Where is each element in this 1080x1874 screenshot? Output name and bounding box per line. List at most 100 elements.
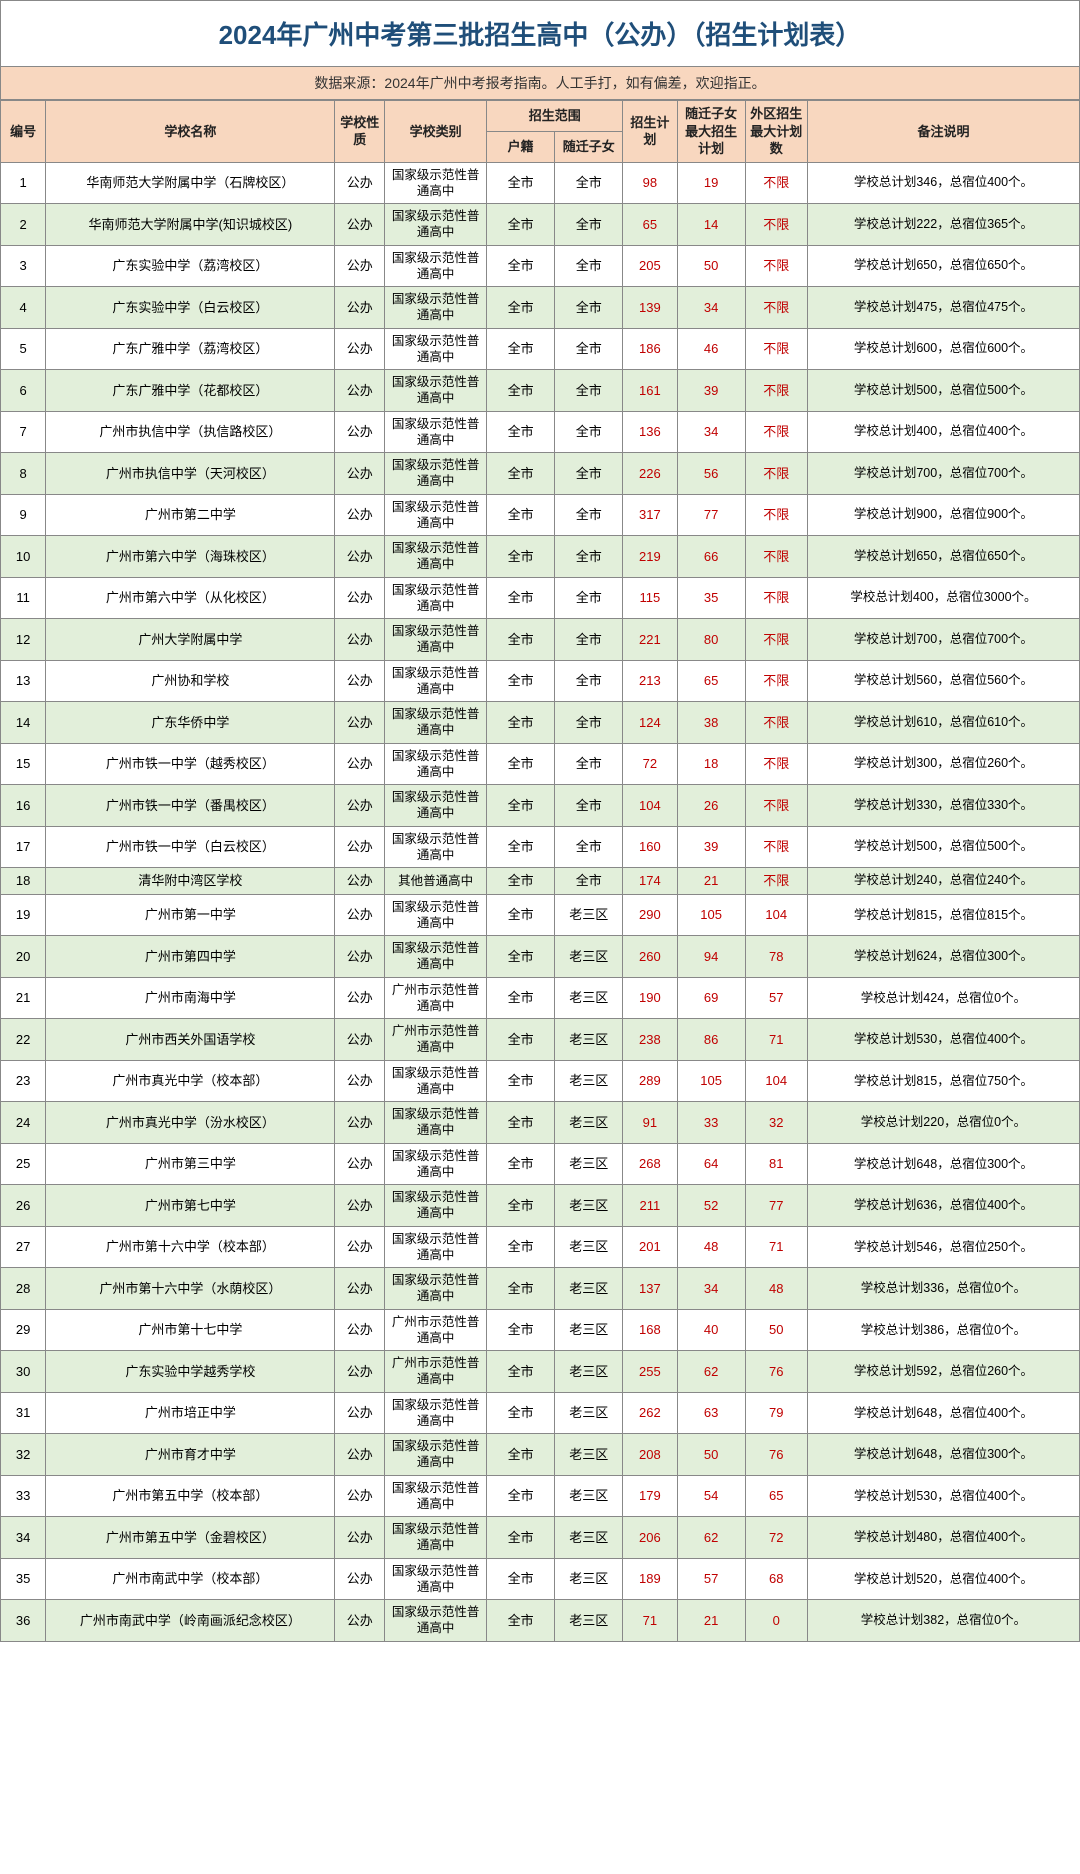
cell-scope-hj: 全市 xyxy=(487,1600,555,1642)
cell-type: 国家级示范性普通高中 xyxy=(385,1185,487,1227)
cell-wqmax: 104 xyxy=(745,894,807,936)
cell-id: 17 xyxy=(1,826,46,868)
cell-nature: 公办 xyxy=(335,370,385,412)
cell-scope-sq: 老三区 xyxy=(555,1558,623,1600)
cell-wqmax: 不限 xyxy=(745,411,807,453)
table-row: 31广州市培正中学公办国家级示范性普通高中全市老三区2626379学校总计划64… xyxy=(1,1392,1080,1434)
table-row: 21广州市南海中学公办广州市示范性普通高中全市老三区1906957学校总计划42… xyxy=(1,977,1080,1019)
cell-sqmax: 18 xyxy=(677,743,745,785)
cell-plan: 65 xyxy=(623,204,677,246)
cell-plan: 289 xyxy=(623,1060,677,1102)
cell-type: 国家级示范性普通高中 xyxy=(385,785,487,827)
cell-name: 广州市第六中学（从化校区） xyxy=(46,577,335,619)
table-header: 编号 学校名称 学校性质 学校类别 招生范围 招生计划 随迁子女最大招生计划 外… xyxy=(1,101,1080,163)
cell-plan: 268 xyxy=(623,1143,677,1185)
table-row: 36广州市南武中学（岭南画派纪念校区）公办国家级示范性普通高中全市老三区7121… xyxy=(1,1600,1080,1642)
cell-type: 国家级示范性普通高中 xyxy=(385,204,487,246)
cell-wqmax: 不限 xyxy=(745,204,807,246)
cell-sqmax: 62 xyxy=(677,1517,745,1559)
cell-name: 广州市真光中学（校本部） xyxy=(46,1060,335,1102)
cell-name: 广州市执信中学（天河校区） xyxy=(46,453,335,495)
cell-name: 广州市执信中学（执信路校区） xyxy=(46,411,335,453)
cell-note: 学校总计划546，总宿位250个。 xyxy=(807,1226,1079,1268)
cell-id: 2 xyxy=(1,204,46,246)
table-body: 1华南师范大学附属中学（石牌校区）公办国家级示范性普通高中全市全市9819不限学… xyxy=(1,162,1080,1641)
cell-scope-sq: 老三区 xyxy=(555,1102,623,1144)
cell-wqmax: 不限 xyxy=(745,536,807,578)
cell-note: 学校总计划648，总宿位300个。 xyxy=(807,1143,1079,1185)
th-scope-hj: 户籍 xyxy=(487,131,555,162)
cell-type: 广州市示范性普通高中 xyxy=(385,1351,487,1393)
cell-note: 学校总计划815，总宿位750个。 xyxy=(807,1060,1079,1102)
cell-type: 国家级示范性普通高中 xyxy=(385,1392,487,1434)
cell-scope-sq: 老三区 xyxy=(555,894,623,936)
cell-note: 学校总计划220，总宿位0个。 xyxy=(807,1102,1079,1144)
cell-nature: 公办 xyxy=(335,1226,385,1268)
cell-type: 国家级示范性普通高中 xyxy=(385,1517,487,1559)
cell-sqmax: 105 xyxy=(677,894,745,936)
cell-sqmax: 14 xyxy=(677,204,745,246)
cell-scope-sq: 老三区 xyxy=(555,1185,623,1227)
th-wqmax: 外区招生最大计划数 xyxy=(745,101,807,163)
cell-name: 广东广雅中学（花都校区） xyxy=(46,370,335,412)
cell-plan: 115 xyxy=(623,577,677,619)
cell-scope-hj: 全市 xyxy=(487,977,555,1019)
cell-type: 国家级示范性普通高中 xyxy=(385,1143,487,1185)
cell-nature: 公办 xyxy=(335,494,385,536)
cell-sqmax: 50 xyxy=(677,245,745,287)
cell-sqmax: 21 xyxy=(677,1600,745,1642)
cell-id: 1 xyxy=(1,162,46,204)
cell-note: 学校总计划300，总宿位260个。 xyxy=(807,743,1079,785)
table-row: 3广东实验中学（荔湾校区）公办国家级示范性普通高中全市全市20550不限学校总计… xyxy=(1,245,1080,287)
cell-sqmax: 26 xyxy=(677,785,745,827)
cell-wqmax: 71 xyxy=(745,1226,807,1268)
cell-name: 广州市铁一中学（越秀校区） xyxy=(46,743,335,785)
table-row: 12广州大学附属中学公办国家级示范性普通高中全市全市22180不限学校总计划70… xyxy=(1,619,1080,661)
cell-name: 广州大学附属中学 xyxy=(46,619,335,661)
cell-id: 28 xyxy=(1,1268,46,1310)
cell-type: 国家级示范性普通高中 xyxy=(385,1060,487,1102)
table-row: 13广州协和学校公办国家级示范性普通高中全市全市21365不限学校总计划560，… xyxy=(1,660,1080,702)
cell-type: 国家级示范性普通高中 xyxy=(385,328,487,370)
table-row: 16广州市铁一中学（番禺校区）公办国家级示范性普通高中全市全市10426不限学校… xyxy=(1,785,1080,827)
cell-plan: 219 xyxy=(623,536,677,578)
cell-name: 广东实验中学越秀学校 xyxy=(46,1351,335,1393)
cell-sqmax: 77 xyxy=(677,494,745,536)
cell-note: 学校总计划346，总宿位400个。 xyxy=(807,162,1079,204)
table-row: 33广州市第五中学（校本部）公办国家级示范性普通高中全市老三区1795465学校… xyxy=(1,1475,1080,1517)
cell-note: 学校总计划624，总宿位300个。 xyxy=(807,936,1079,978)
cell-nature: 公办 xyxy=(335,743,385,785)
cell-type: 国家级示范性普通高中 xyxy=(385,660,487,702)
cell-wqmax: 不限 xyxy=(745,370,807,412)
cell-plan: 139 xyxy=(623,287,677,329)
cell-wqmax: 72 xyxy=(745,1517,807,1559)
cell-plan: 124 xyxy=(623,702,677,744)
cell-plan: 211 xyxy=(623,1185,677,1227)
th-plan: 招生计划 xyxy=(623,101,677,163)
cell-id: 15 xyxy=(1,743,46,785)
cell-nature: 公办 xyxy=(335,1185,385,1227)
cell-plan: 260 xyxy=(623,936,677,978)
cell-sqmax: 50 xyxy=(677,1434,745,1476)
cell-wqmax: 104 xyxy=(745,1060,807,1102)
cell-type: 国家级示范性普通高中 xyxy=(385,536,487,578)
cell-note: 学校总计划648，总宿位400个。 xyxy=(807,1392,1079,1434)
cell-scope-sq: 老三区 xyxy=(555,1351,623,1393)
cell-wqmax: 不限 xyxy=(745,287,807,329)
cell-wqmax: 不限 xyxy=(745,619,807,661)
cell-sqmax: 39 xyxy=(677,370,745,412)
cell-wqmax: 76 xyxy=(745,1351,807,1393)
cell-scope-sq: 全市 xyxy=(555,743,623,785)
cell-id: 4 xyxy=(1,287,46,329)
cell-id: 16 xyxy=(1,785,46,827)
table-row: 20广州市第四中学公办国家级示范性普通高中全市老三区2609478学校总计划62… xyxy=(1,936,1080,978)
cell-scope-hj: 全市 xyxy=(487,1351,555,1393)
cell-scope-sq: 全市 xyxy=(555,702,623,744)
cell-scope-hj: 全市 xyxy=(487,1268,555,1310)
cell-note: 学校总计划650，总宿位650个。 xyxy=(807,536,1079,578)
cell-scope-sq: 全市 xyxy=(555,826,623,868)
cell-scope-hj: 全市 xyxy=(487,1143,555,1185)
cell-name: 广州协和学校 xyxy=(46,660,335,702)
cell-sqmax: 62 xyxy=(677,1351,745,1393)
cell-name: 广州市培正中学 xyxy=(46,1392,335,1434)
